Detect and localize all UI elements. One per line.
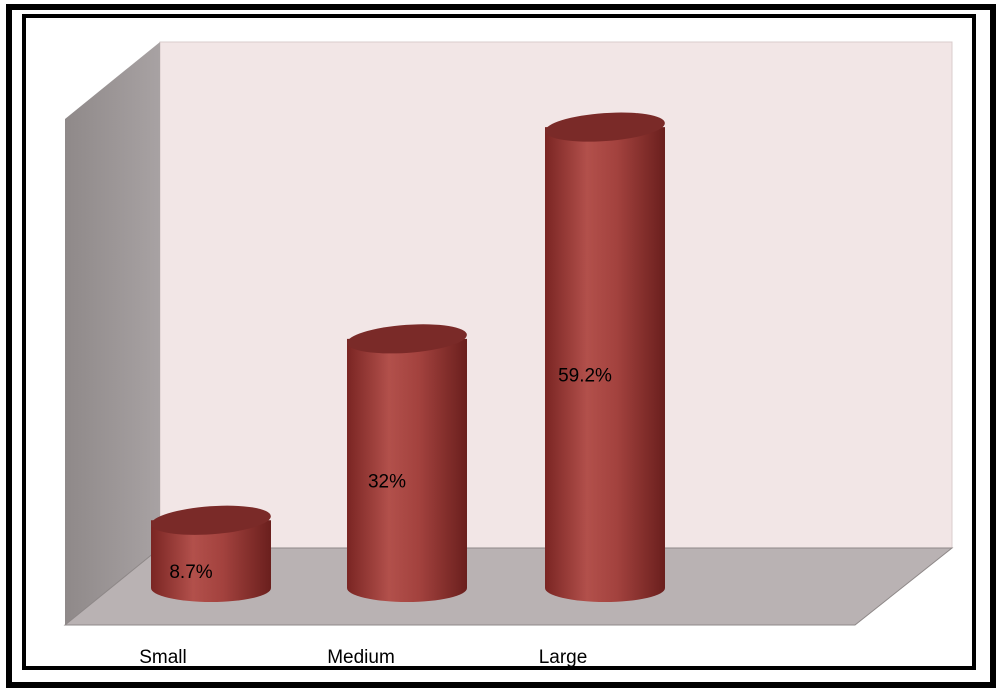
- category-label-medium: Medium: [327, 647, 395, 668]
- bar-top: [347, 324, 467, 354]
- bar-body: [151, 520, 271, 602]
- value-label-small: 8.7%: [169, 562, 212, 583]
- bar-top: [545, 112, 665, 142]
- labels-layer: Small Medium Large 8.7% 32% 59.2%: [139, 366, 612, 668]
- bars-layer: [151, 112, 665, 602]
- value-label-large: 59.2%: [558, 366, 612, 387]
- category-label-small: Small: [139, 647, 187, 668]
- floor: [63, 547, 954, 626]
- category-label-large: Large: [539, 647, 588, 668]
- side-wall: [65, 42, 160, 625]
- bar-large: [545, 112, 665, 602]
- outer-frame: [6, 4, 996, 688]
- value-label-medium: 32%: [368, 471, 406, 492]
- bar-top: [151, 505, 271, 535]
- bar-medium: [347, 324, 467, 602]
- inner-frame: [22, 14, 976, 670]
- bar-small: [151, 505, 271, 602]
- bar-body: [545, 127, 665, 602]
- bar-body: [347, 338, 467, 602]
